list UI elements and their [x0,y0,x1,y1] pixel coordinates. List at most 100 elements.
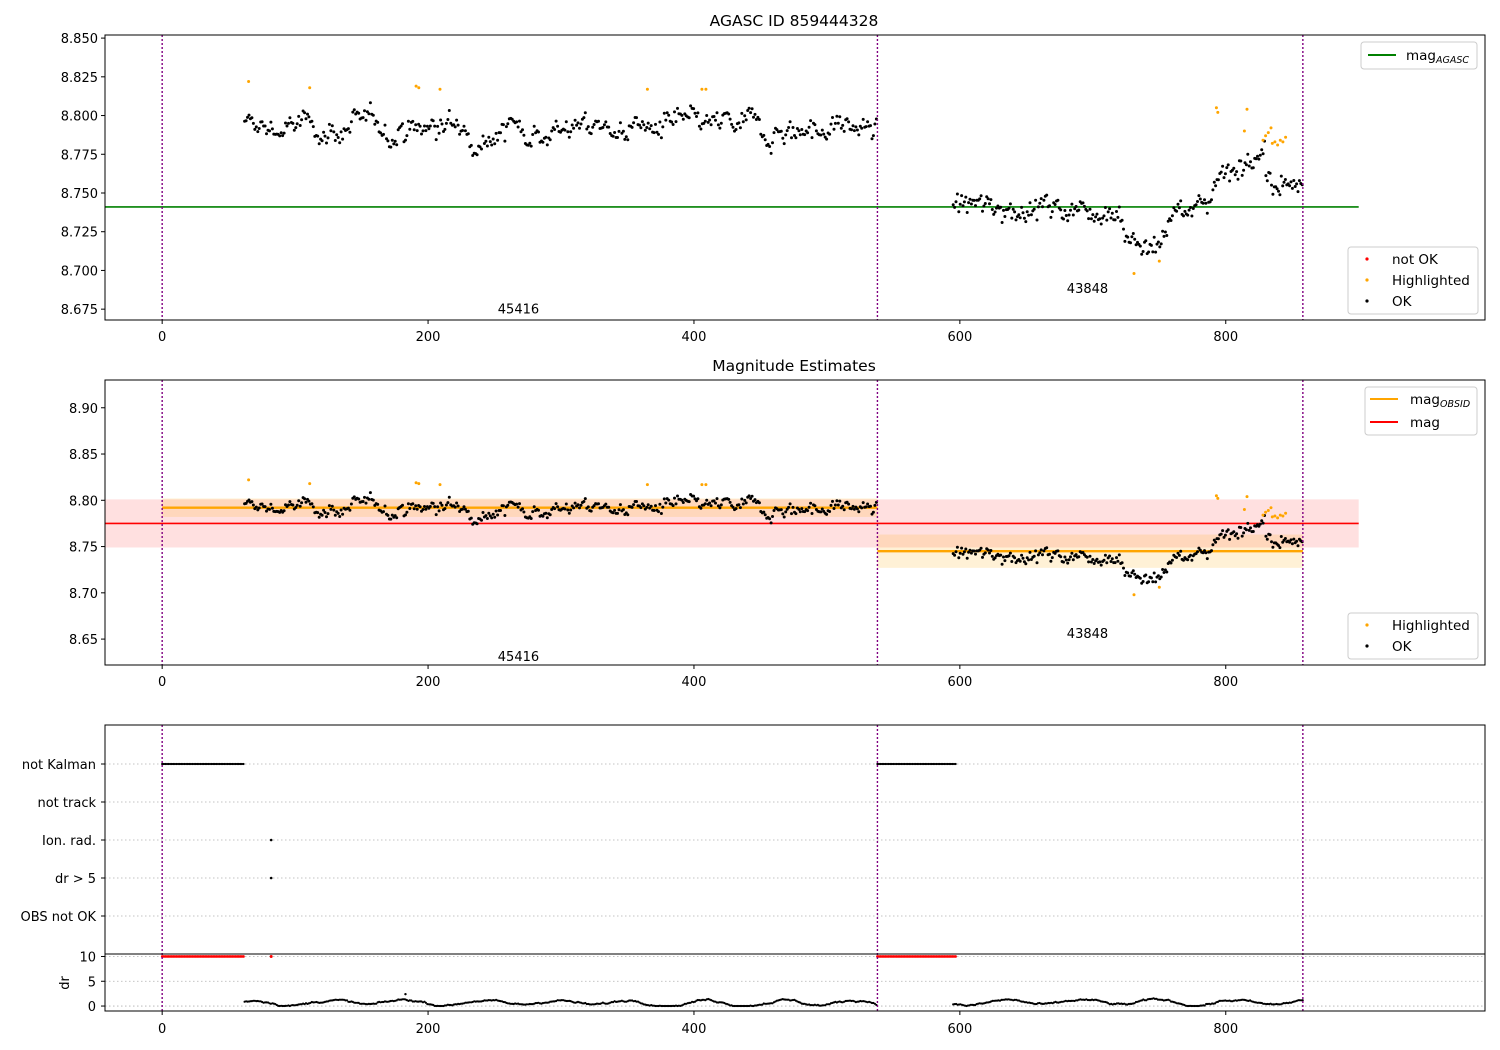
ok-point [576,503,580,507]
ok-point [819,510,823,514]
ok-point [1216,178,1220,182]
ok-point [1089,217,1093,221]
ok-point [1239,526,1243,529]
ok-point [769,151,773,155]
x-tick-label: 400 [682,675,707,690]
ok-point [1226,528,1230,532]
ok-point [1254,157,1258,161]
ok-point [608,132,612,135]
ok-point [618,121,622,125]
ok-point [857,510,861,514]
ok-point [791,126,795,129]
ok-point [1122,566,1125,570]
ok-point [955,192,959,196]
ok-point [1216,537,1220,541]
ok-point [1027,213,1031,217]
ok-point [692,107,696,111]
ok-point [333,513,337,517]
ok-point [1138,576,1142,580]
ok-point [556,124,560,128]
not-kalman-point [189,762,192,766]
highlighted-point [308,482,312,486]
ok-point [1228,537,1232,541]
ok-point [297,114,301,118]
not-kalman-point [173,762,176,766]
ok-point [433,505,437,509]
not-kalman-point [927,762,930,766]
ok-point [1151,580,1155,584]
ok-point [1045,546,1049,550]
ok-point [1295,539,1299,543]
not-kalman-point [224,762,228,766]
ok-point [1092,219,1096,223]
ok-point [860,126,864,130]
ok-point [1088,207,1092,211]
ok-point [957,556,961,560]
ok-point [1156,574,1160,578]
ok-point [1211,543,1215,547]
ok-point [754,118,758,121]
ok-point [1141,250,1145,253]
ok-point [428,505,432,508]
ok-point [1222,535,1226,539]
ok-point [1166,219,1170,223]
x-tick-label: 800 [1213,675,1238,690]
ok-point [624,135,628,139]
ok-point [503,514,507,517]
ok-point [1163,230,1167,234]
ok-point [1073,207,1077,211]
ok-point [1020,553,1024,557]
not-kalman-point [887,762,890,766]
ok-point [1115,210,1118,213]
ok-point [1289,538,1293,542]
highlighted-point [438,87,442,91]
ok-point [613,508,617,512]
ok-point [1190,558,1194,562]
ok-point [428,124,432,128]
ok-point [645,126,649,129]
ok-point [412,128,416,132]
ok-point [719,503,723,507]
ok-point [323,511,327,514]
not-kalman-point [239,762,242,766]
obsid-label: 43848 [1067,627,1108,642]
ok-point [348,508,352,512]
ok-point [1024,562,1028,566]
ok-point [800,128,804,131]
ok-point [288,116,292,120]
ok-point [852,129,856,133]
ok-point [832,507,836,510]
ok-point [418,124,422,128]
ok-point [768,517,772,521]
ok-point [1156,240,1160,244]
ok-point [335,133,339,137]
ok-point [1240,534,1244,538]
not-kalman-point [892,762,895,766]
ok-point [300,501,304,505]
ok-point [371,498,375,502]
ok-point [1008,202,1012,206]
ok-point [1260,519,1264,523]
highlighted-point [1261,513,1265,517]
ok-point [1191,207,1195,210]
ok-point [953,205,957,209]
ok-point [749,111,753,115]
dr-tick-label: 10 [79,950,96,965]
ok-point [1201,201,1205,205]
ok-point [964,547,968,551]
ok-point [1296,544,1300,548]
ok-point [586,125,590,129]
ok-point [1182,558,1185,562]
dr-clipped-point [269,954,273,958]
ok-point [833,503,837,507]
legend2-highlighted-label: Highlighted [1392,618,1470,634]
ok-point [695,115,698,118]
not-kalman-point [882,762,885,766]
ok-point [617,129,621,133]
ok-point [1151,250,1155,254]
y-tick-label: 8.800 [61,110,98,125]
ok-point [395,143,399,147]
ok-point [763,513,767,517]
highlighted-point [704,87,708,91]
not-kalman-point [879,762,882,766]
